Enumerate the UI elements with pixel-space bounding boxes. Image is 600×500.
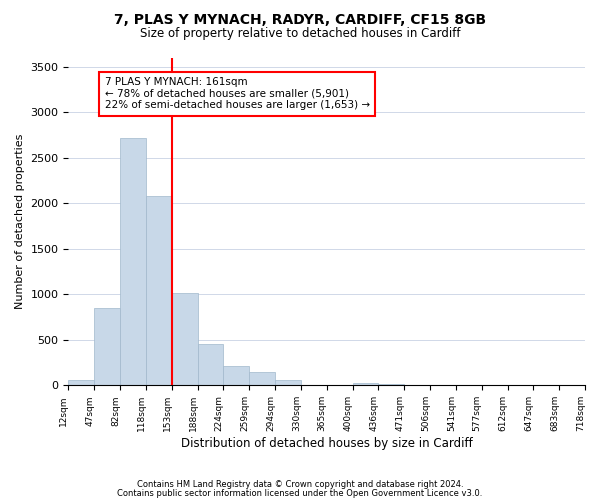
Bar xyxy=(275,380,301,386)
Text: Contains public sector information licensed under the Open Government Licence v3: Contains public sector information licen… xyxy=(118,489,482,498)
Text: Contains HM Land Registry data © Crown copyright and database right 2024.: Contains HM Land Registry data © Crown c… xyxy=(137,480,463,489)
Text: 7 PLAS Y MYNACH: 161sqm
← 78% of detached houses are smaller (5,901)
22% of semi: 7 PLAS Y MYNACH: 161sqm ← 78% of detache… xyxy=(104,77,370,110)
Y-axis label: Number of detached properties: Number of detached properties xyxy=(15,134,25,309)
Bar xyxy=(379,384,404,386)
Bar xyxy=(68,380,94,386)
Text: Size of property relative to detached houses in Cardiff: Size of property relative to detached ho… xyxy=(140,28,460,40)
Text: 7, PLAS Y MYNACH, RADYR, CARDIFF, CF15 8GB: 7, PLAS Y MYNACH, RADYR, CARDIFF, CF15 8… xyxy=(114,12,486,26)
Bar xyxy=(146,196,172,386)
Bar xyxy=(120,138,146,386)
Bar xyxy=(223,366,249,386)
Bar xyxy=(172,294,197,386)
Bar xyxy=(197,344,223,386)
Bar xyxy=(353,382,379,386)
X-axis label: Distribution of detached houses by size in Cardiff: Distribution of detached houses by size … xyxy=(181,437,473,450)
Bar xyxy=(94,308,120,386)
Bar xyxy=(249,372,275,386)
